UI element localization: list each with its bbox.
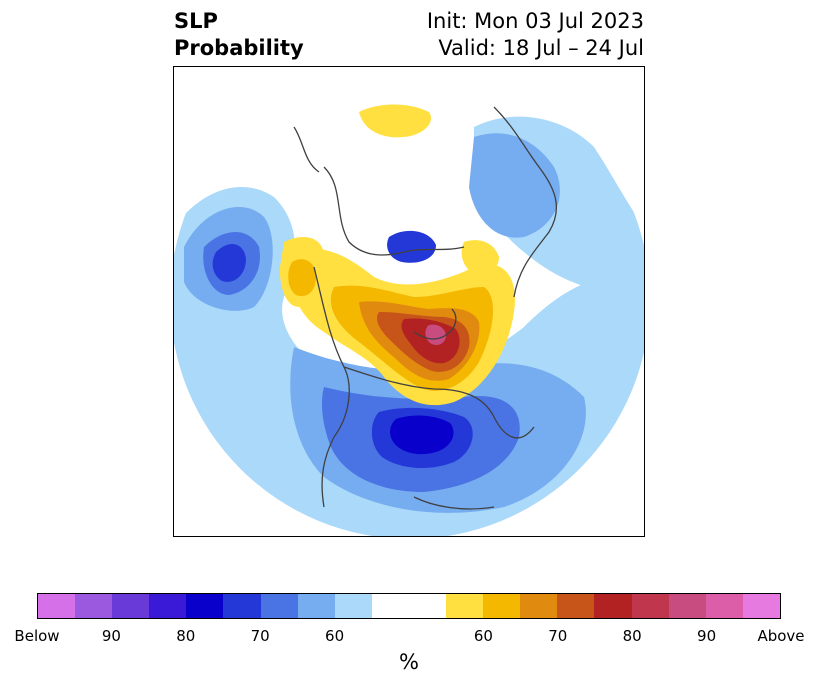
- title-line-2: Probability: [174, 36, 304, 60]
- region-below-deep-arctic: [387, 230, 436, 263]
- region-below-mid-ne: [469, 133, 560, 238]
- colorbar-segment: [408, 594, 447, 618]
- init-date: Init: Mon 03 Jul 2023: [426, 9, 644, 33]
- colorbar-segment: [260, 594, 298, 618]
- colorbar-tick-label: Below: [14, 627, 60, 645]
- colorbar-tick-label: 70: [548, 627, 568, 645]
- colorbar-segment: [742, 594, 780, 618]
- colorbar-segment: [631, 594, 669, 618]
- colorbar-unit: %: [399, 650, 419, 674]
- colorbar-segment: [520, 594, 558, 618]
- map-title: SLP Probability: [174, 8, 304, 62]
- title-line-1: SLP: [174, 9, 218, 33]
- colorbar-segment: [112, 594, 150, 618]
- valid-date-range: Valid: 18 Jul – 24 Jul: [438, 36, 644, 60]
- colorbar-segment: [334, 594, 372, 618]
- colorbar-segment: [38, 594, 76, 618]
- colorbar-segment: [594, 594, 632, 618]
- region-above-light-siberia: [359, 104, 432, 138]
- colorbar-tick-label: 90: [697, 627, 717, 645]
- colorbar-segment: [483, 594, 521, 618]
- colorbar-tick-label: 90: [101, 627, 121, 645]
- colorbar-segment: [705, 594, 743, 618]
- colorbar-segment: [371, 594, 409, 618]
- coastlines: [293, 106, 558, 510]
- region-below-max-south: [390, 415, 454, 455]
- colorbar: [37, 593, 781, 619]
- date-info: Init: Mon 03 Jul 2023 Valid: 18 Jul – 24…: [427, 8, 644, 62]
- colorbar-tick-label: 80: [622, 627, 642, 645]
- colorbar-segment: [223, 594, 261, 618]
- region-below-deep-west: [212, 243, 246, 282]
- colorbar-tick-label: 80: [176, 627, 196, 645]
- colorbar-segment: [297, 594, 335, 618]
- colorbar-segment: [75, 594, 113, 618]
- region-above-light-europe: [461, 240, 499, 274]
- colorbar-tick-label: 70: [250, 627, 270, 645]
- colorbar-segment: [186, 594, 224, 618]
- colorbar-tick-label: Above: [757, 627, 805, 645]
- colorbar-tick-label: 60: [473, 627, 493, 645]
- colorbar-segment: [668, 594, 706, 618]
- colorbar-segment: [557, 594, 595, 618]
- region-above-mid-alaska: [288, 259, 316, 297]
- region-above-pink: [425, 324, 446, 345]
- colorbar-segment: [149, 594, 187, 618]
- colorbar-tick-label: 60: [325, 627, 345, 645]
- colorbar-segment: [446, 594, 484, 618]
- polar-map: [173, 66, 645, 537]
- probability-field: [174, 67, 644, 536]
